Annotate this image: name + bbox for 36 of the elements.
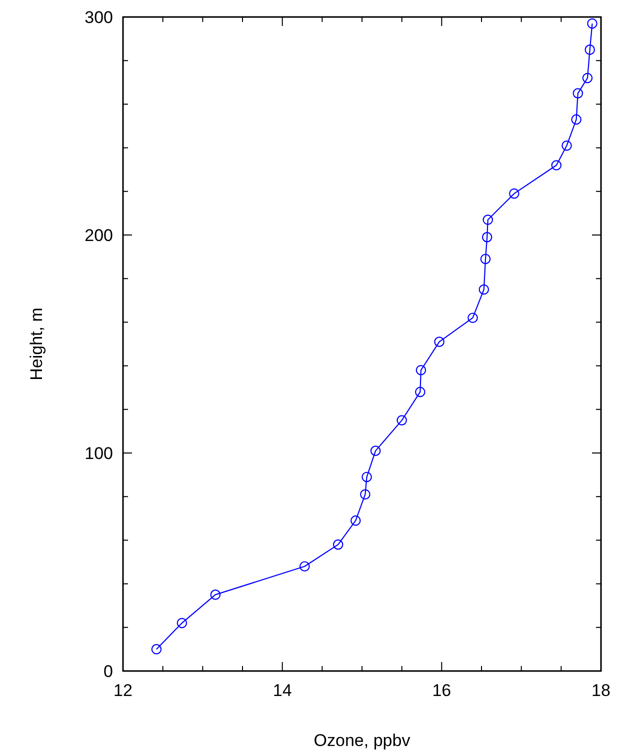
point bbox=[416, 365, 426, 376]
point bbox=[151, 644, 162, 654]
point bbox=[582, 72, 593, 84]
point bbox=[468, 312, 478, 323]
point bbox=[562, 140, 572, 151]
x-tick-label: 14 bbox=[272, 681, 292, 700]
point bbox=[482, 232, 492, 242]
point bbox=[584, 44, 595, 55]
x-tick-label: 16 bbox=[432, 681, 452, 700]
point bbox=[396, 415, 407, 426]
point bbox=[571, 114, 582, 125]
x-axis-title: Ozone, ppbv bbox=[314, 731, 411, 750]
point bbox=[480, 254, 491, 264]
point bbox=[434, 336, 444, 347]
y-tick-label: 0 bbox=[104, 662, 113, 681]
y-tick-label: 300 bbox=[84, 8, 113, 27]
point bbox=[370, 446, 381, 456]
y-tick-label: 100 bbox=[84, 444, 113, 463]
point bbox=[176, 618, 188, 628]
y-tick-label: 200 bbox=[84, 226, 113, 245]
point bbox=[509, 188, 520, 199]
point bbox=[332, 539, 344, 550]
point bbox=[572, 88, 584, 98]
point bbox=[210, 590, 221, 600]
point bbox=[478, 284, 490, 295]
point bbox=[350, 515, 361, 526]
point bbox=[587, 18, 598, 29]
x-tick-label: 12 bbox=[114, 681, 132, 700]
point bbox=[415, 386, 426, 398]
point bbox=[551, 160, 562, 170]
point bbox=[360, 489, 370, 500]
point bbox=[362, 472, 372, 482]
point bbox=[299, 561, 310, 572]
point bbox=[482, 214, 494, 225]
x-tick-label: 18 bbox=[592, 681, 610, 700]
y-axis-title: Height, m bbox=[27, 308, 46, 380]
